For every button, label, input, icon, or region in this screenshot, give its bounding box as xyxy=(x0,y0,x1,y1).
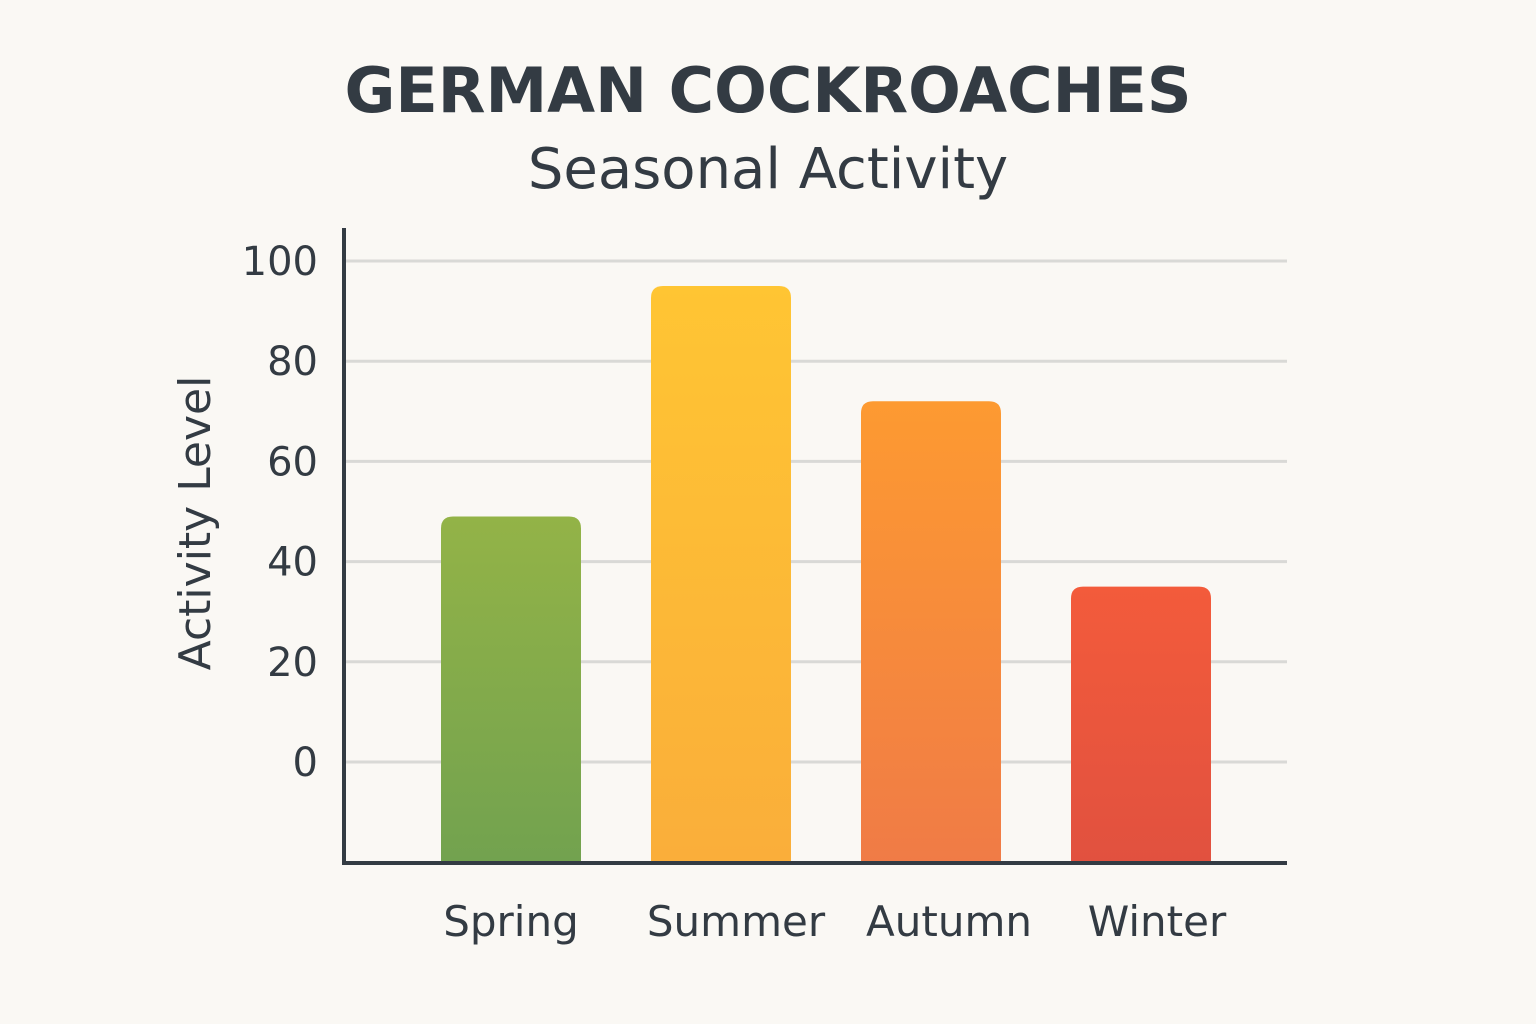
x-category-label: Spring xyxy=(443,897,579,946)
x-category-label: Autumn xyxy=(866,897,1032,946)
y-tick-label: 0 xyxy=(293,740,318,786)
chart-title: GERMAN COCKROACHES xyxy=(344,54,1191,127)
y-tick-label: 20 xyxy=(267,640,318,686)
y-tick-label: 100 xyxy=(242,239,318,285)
bar-summer xyxy=(651,286,791,863)
x-category-label: Summer xyxy=(647,897,826,946)
bar-spring xyxy=(441,516,581,863)
y-tick-labels: 0 20 40 60 80 100 xyxy=(242,239,318,786)
x-category-label: Winter xyxy=(1088,897,1227,946)
y-tick-label: 60 xyxy=(267,439,318,485)
bars xyxy=(441,286,1211,863)
y-tick-label: 40 xyxy=(267,540,318,586)
x-category-labels: Spring Summer Autumn Winter xyxy=(443,897,1227,946)
y-axis-label: Activity Level xyxy=(170,376,221,671)
bar-autumn xyxy=(861,401,1001,863)
axes xyxy=(342,228,1287,865)
y-tick-label: 80 xyxy=(267,339,318,385)
bar-winter xyxy=(1071,586,1211,863)
chart-subtitle: Seasonal Activity xyxy=(528,137,1008,202)
